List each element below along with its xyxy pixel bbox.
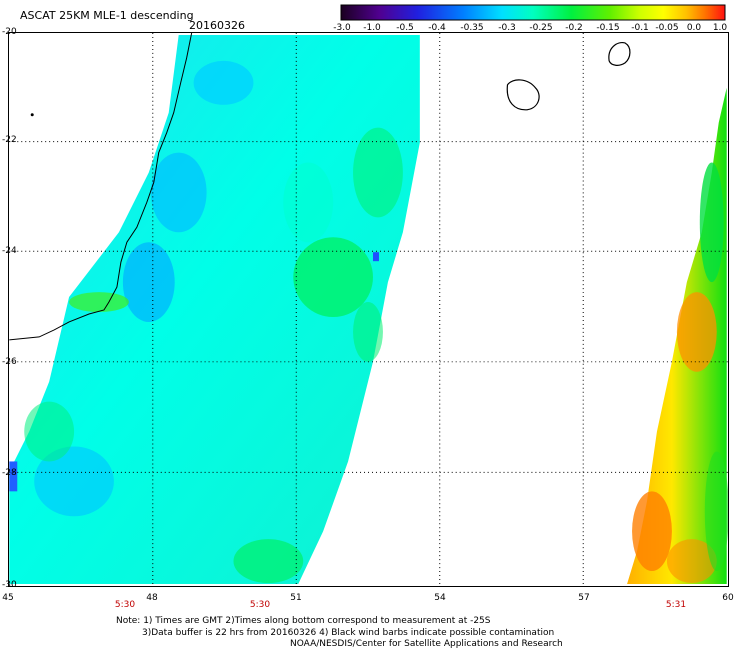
colorbar-label: -0.35	[460, 23, 484, 33]
colorbar-label: -0.25	[529, 23, 553, 33]
small-island	[30, 113, 34, 117]
lon-label: 57	[578, 593, 590, 603]
island-reunion	[506, 79, 540, 111]
left-data-swath	[9, 34, 420, 585]
lon-label: 45	[2, 593, 14, 603]
lon-label: 51	[290, 593, 302, 603]
colorbar	[340, 4, 726, 21]
note-line-1: Note: 1) Times are GMT 2)Times along bot…	[116, 616, 491, 626]
colorbar-label: -0.4	[428, 23, 446, 33]
lon-label: 54	[434, 593, 446, 603]
colorbar-label: -0.1	[631, 23, 649, 33]
lat-label: -24	[2, 246, 17, 256]
colorbar-label: 0.0	[686, 23, 702, 33]
note-line-2: 3)Data buffer is 22 hrs from 20160326 4)…	[142, 628, 555, 638]
colorbar-label: -0.3	[498, 23, 516, 33]
map-title: ASCAT 25KM MLE-1 descending	[20, 9, 194, 22]
lat-label: -28	[2, 468, 17, 478]
lat-label: -20	[2, 27, 17, 37]
lon-label: 60	[722, 593, 734, 603]
lat-label: -30	[2, 580, 17, 590]
lat-label: -26	[2, 357, 17, 367]
colorbar-label: -0.2	[565, 23, 583, 33]
colorbar-label: -1.0	[363, 23, 381, 33]
time-label: 5:30	[249, 600, 271, 610]
gridlines	[9, 33, 728, 586]
wind-map	[8, 32, 729, 587]
right-data-swath	[627, 87, 728, 585]
colorbar-label: -0.5	[396, 23, 414, 33]
map-date: 20160326	[189, 19, 245, 32]
time-label: 5:31	[665, 600, 687, 610]
colorbar-label: 1.0	[712, 23, 728, 33]
coastline	[9, 33, 193, 341]
colorbar-label: -0.15	[596, 23, 620, 33]
colorbar-label: -3.0	[333, 23, 351, 33]
note-line-3: NOAA/NESDIS/Center for Satellite Applica…	[290, 639, 563, 649]
colorbar-label: -0.05	[655, 23, 679, 33]
island-mauritius	[608, 42, 631, 66]
lat-label: -22	[2, 135, 17, 145]
lon-label: 48	[146, 593, 158, 603]
time-label: 5:30	[114, 600, 136, 610]
